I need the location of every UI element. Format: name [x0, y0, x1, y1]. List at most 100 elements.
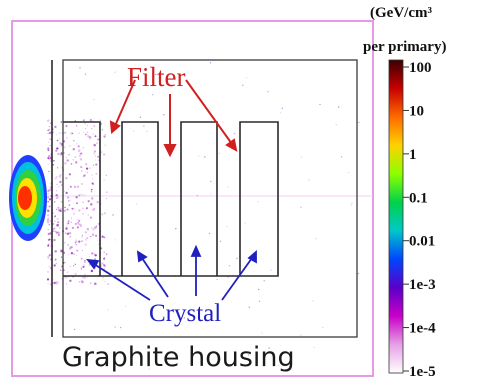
scatter-dot — [97, 240, 99, 241]
scatter-dot — [92, 133, 95, 135]
scatter-dot — [107, 309, 109, 311]
scatter-dot — [75, 124, 78, 127]
scatter-dot — [247, 354, 250, 356]
scatter-dot — [55, 189, 58, 192]
scatter-dot — [228, 265, 231, 267]
scatter-dot — [49, 219, 52, 223]
colorbar-unit-line2: per primary) — [363, 39, 446, 55]
scatter-dot — [47, 141, 49, 143]
scatter-dot — [57, 206, 60, 209]
scatter-dot — [65, 125, 68, 127]
scatter-dot — [67, 200, 70, 202]
scatter-dot — [72, 147, 76, 151]
scatter-dot — [89, 216, 93, 219]
scatter-dot — [48, 223, 51, 226]
scatter-dot — [74, 240, 78, 243]
scatter-dot — [91, 178, 93, 180]
scatter-dot — [56, 147, 59, 150]
scatter-dot — [104, 134, 106, 136]
scatter-dot — [69, 279, 72, 283]
scatter-dot — [103, 257, 106, 259]
scatter-dot — [67, 220, 70, 223]
scatter-dot — [83, 264, 85, 266]
scatter-dot — [47, 190, 50, 192]
scatter-dot — [340, 156, 343, 158]
scatter-dot — [91, 252, 94, 255]
scatter-dot — [85, 167, 89, 170]
scatter-dot — [55, 149, 58, 152]
scatter-dot — [69, 199, 72, 201]
scatter-dot — [47, 200, 49, 203]
scatter-dot — [54, 258, 57, 261]
scatter-dot — [103, 264, 106, 267]
scatter-dot — [47, 271, 49, 273]
scatter-dot — [53, 264, 56, 267]
scatter-dot — [86, 131, 89, 134]
scatter-dot — [148, 368, 150, 370]
scatter-dot — [57, 209, 61, 212]
scatter-dot — [101, 213, 104, 216]
scatter-dot — [85, 207, 88, 210]
colorbar-tick-label: 0.01 — [409, 234, 435, 250]
colorbar-ticks: 100 10 1 0.1 0.01 1e-3 1e-4 1e-5 — [403, 60, 436, 380]
scatter-dot — [244, 222, 247, 224]
scatter-dot — [196, 194, 198, 197]
crystal-arrows — [86, 244, 257, 301]
scatter-dot — [67, 253, 70, 255]
scatter-dot — [74, 156, 77, 159]
scatter-dot — [75, 227, 77, 229]
filter-arrow-3-head — [225, 138, 238, 152]
scatter-dot — [80, 225, 82, 228]
scatter-dot — [102, 279, 104, 281]
scatter-dot — [47, 157, 50, 160]
crystal-arrow-2-head — [136, 250, 148, 263]
filter-arrow-2-head — [163, 144, 177, 158]
scatter-dot — [78, 154, 81, 157]
colorbar-tick-label: 1e-4 — [409, 321, 436, 337]
scatter-dot — [82, 146, 85, 149]
scatter-dot — [87, 200, 90, 203]
scatter-dot — [66, 156, 68, 158]
scatter-dot — [47, 129, 49, 132]
scatter-dot — [248, 306, 250, 308]
scatter-dot — [73, 253, 75, 255]
scatter-dot — [53, 159, 55, 162]
scatter-dot — [219, 240, 222, 242]
crystal-arrow-1 — [93, 263, 151, 301]
scatter-dot — [90, 269, 93, 271]
scatter-dot — [90, 127, 93, 130]
scatter-dot — [46, 214, 50, 217]
scatter-dot — [94, 258, 97, 261]
scatter-dot — [300, 334, 302, 336]
scatter-dot — [49, 189, 51, 191]
scatter-dot — [56, 218, 59, 220]
scatter-dot — [81, 207, 84, 210]
scatter-dot — [54, 125, 57, 129]
scatter-dot — [60, 250, 63, 253]
scatter-dot — [60, 210, 62, 212]
scatter-dot — [47, 258, 49, 260]
scatter-dot — [279, 112, 282, 114]
scatter-dot — [92, 228, 95, 231]
scatter-dot — [61, 184, 63, 186]
scatter-dot — [76, 271, 78, 273]
scatter-dot — [71, 217, 73, 219]
scatter-dot — [216, 278, 218, 281]
scatter-dot — [69, 248, 71, 251]
scatter-dot — [47, 163, 50, 166]
scatter-dot — [60, 145, 62, 147]
scatter-dot — [139, 116, 142, 118]
scatter-dot — [49, 232, 52, 235]
crystal-comb-outline — [63, 121, 279, 277]
scatter-dot — [136, 203, 138, 205]
scatter-dot — [95, 172, 98, 175]
scatter-dot — [48, 198, 52, 201]
scatter-dot — [93, 150, 97, 153]
scatter-dot — [103, 135, 106, 138]
scatter-dot — [114, 239, 116, 241]
scatter-dot — [258, 300, 261, 302]
scatter-dot — [55, 283, 57, 285]
scatter-dot — [48, 205, 51, 208]
scatter-dot — [77, 185, 79, 188]
scatter-dot — [70, 221, 72, 223]
